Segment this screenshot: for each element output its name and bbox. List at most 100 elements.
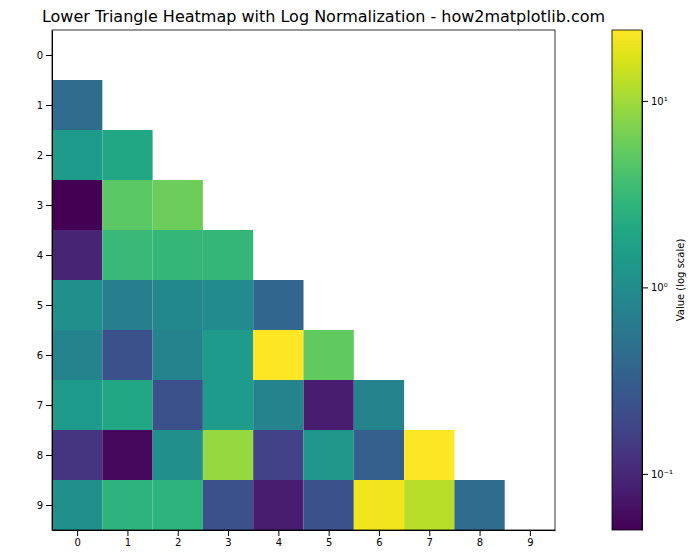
x-tick-mark: [429, 530, 430, 536]
x-tick: 0: [74, 530, 80, 548]
colorbar-tick-mark: [642, 101, 648, 102]
y-tick-label: 4: [37, 250, 43, 261]
cell: [102, 430, 152, 480]
cell: [52, 430, 102, 480]
y-tick-mark: [46, 305, 52, 306]
y-tick-label: 2: [37, 150, 43, 161]
cell: [52, 230, 102, 280]
cell: [354, 380, 404, 430]
x-tick-label: 9: [527, 537, 533, 548]
y-tick-mark: [46, 155, 52, 156]
y-axis: 0 1 2 3 4 5 6 7 8 9: [37, 31, 53, 531]
x-tick: 7: [427, 530, 433, 548]
cell: [203, 430, 253, 480]
x-tick: 8: [477, 530, 483, 548]
y-tick-label: 0: [37, 50, 43, 61]
x-tick-mark: [379, 530, 380, 536]
y-tick: 8: [37, 450, 52, 461]
x-tick-mark: [480, 530, 481, 536]
cell: [404, 480, 454, 530]
cells: [52, 80, 505, 530]
cell: [203, 480, 253, 530]
x-tick-label: 7: [427, 537, 433, 548]
colorbar-tick: 10⁰: [642, 282, 668, 293]
x-axis: 0 1 2 3 4 5 6 7 8 9: [53, 530, 556, 548]
y-tick-mark: [46, 405, 52, 406]
x-tick-mark: [530, 530, 531, 536]
x-tick-label: 8: [477, 537, 483, 548]
y-tick-label: 8: [37, 450, 43, 461]
cell: [52, 130, 102, 180]
cell: [102, 130, 152, 180]
cell: [253, 280, 303, 330]
cell: [102, 480, 152, 530]
x-tick: 6: [376, 530, 382, 548]
colorbar-axis-line: [642, 31, 643, 531]
cell: [52, 330, 102, 380]
x-tick-mark: [127, 530, 128, 536]
y-tick-label: 6: [37, 350, 43, 361]
plot-frame: [52, 30, 555, 530]
cell: [102, 230, 152, 280]
cell: [454, 480, 504, 530]
x-tick-label: 6: [376, 537, 382, 548]
cell: [203, 230, 253, 280]
x-tick: 1: [125, 530, 131, 548]
x-tick-label: 1: [125, 537, 131, 548]
y-tick: 3: [37, 200, 52, 211]
colorbar-tick-label: 10¹: [651, 96, 668, 107]
colorbar-label: Value (log scale): [675, 239, 686, 322]
y-tick-label: 3: [37, 200, 43, 211]
y-tick: 0: [37, 50, 52, 61]
x-tick-label: 5: [326, 537, 332, 548]
cell: [52, 280, 102, 330]
y-tick-label: 1: [37, 100, 43, 111]
x-tick: 4: [276, 530, 282, 548]
cell: [253, 430, 303, 480]
x-tick-label: 2: [175, 537, 181, 548]
cell: [102, 330, 152, 380]
x-tick: 2: [175, 530, 181, 548]
cell: [153, 180, 203, 230]
x-tick-label: 0: [74, 537, 80, 548]
cell: [153, 430, 203, 480]
x-tick-mark: [178, 530, 179, 536]
cell: [153, 330, 203, 380]
cell: [354, 480, 404, 530]
x-tick: 3: [225, 530, 231, 548]
cell: [102, 380, 152, 430]
colorbar-tick-mark: [642, 474, 648, 475]
chart: Lower Triangle Heatmap with Log Normaliz…: [0, 0, 700, 560]
colorbar-tick-mark: [642, 287, 648, 288]
y-tick-mark: [46, 355, 52, 356]
cell: [203, 280, 253, 330]
colorbar-axis: 10⁻¹ 10⁰ 10¹: [642, 31, 673, 531]
y-tick-mark: [46, 255, 52, 256]
y-tick: 2: [37, 150, 52, 161]
x-tick: 9: [527, 530, 533, 548]
y-tick: 1: [37, 100, 52, 111]
cell: [354, 430, 404, 480]
y-tick-label: 9: [37, 500, 43, 511]
cell: [304, 480, 354, 530]
y-axis-line: [52, 31, 53, 531]
x-tick-mark: [228, 530, 229, 536]
y-tick: 4: [37, 250, 52, 261]
y-tick: 6: [37, 350, 52, 361]
y-tick-mark: [46, 205, 52, 206]
cell: [153, 380, 203, 430]
cell: [253, 380, 303, 430]
y-tick-label: 7: [37, 400, 43, 411]
x-tick: 5: [326, 530, 332, 548]
y-tick: 5: [37, 300, 52, 311]
colorbar-tick: 10¹: [642, 96, 668, 107]
cell: [153, 280, 203, 330]
cell: [253, 330, 303, 380]
x-tick-label: 4: [276, 537, 282, 548]
colorbar-tick-label: 10⁻¹: [651, 469, 673, 480]
cell: [102, 180, 152, 230]
colorbar-tick: 10⁻¹: [642, 469, 673, 480]
cell: [52, 480, 102, 530]
colorbar: [612, 30, 642, 530]
y-tick-mark: [46, 505, 52, 506]
